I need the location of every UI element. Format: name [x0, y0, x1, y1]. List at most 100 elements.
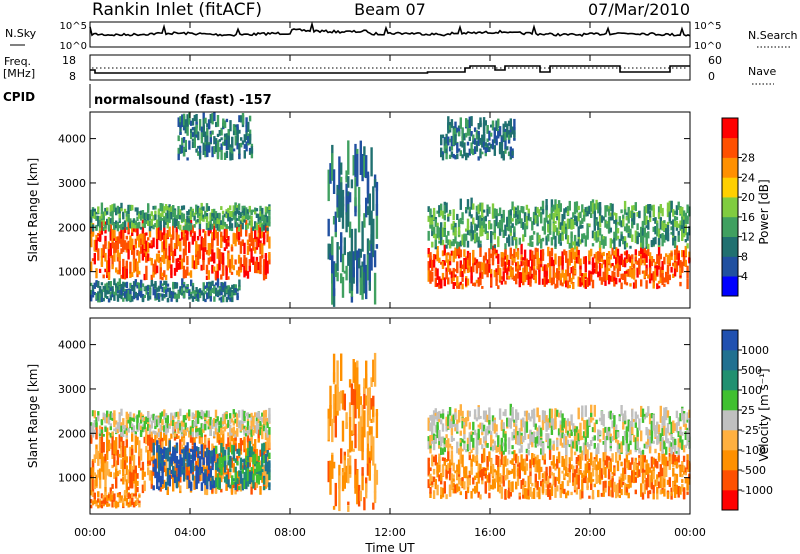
- data-cell: [211, 457, 214, 467]
- data-cell: [125, 293, 129, 299]
- data-cell: [561, 231, 564, 235]
- data-cell: [232, 467, 235, 473]
- data-cell: [550, 486, 554, 491]
- data-cell: [490, 466, 493, 474]
- data-cell: [602, 490, 605, 494]
- data-cell: [98, 476, 102, 489]
- data-cell: [122, 226, 125, 230]
- data-cell: [239, 420, 243, 429]
- data-cell: [157, 444, 161, 457]
- data-cell: [236, 205, 239, 211]
- data-cell: [229, 291, 232, 297]
- data-cell: [547, 263, 550, 268]
- data-cell: [457, 242, 461, 247]
- data-cell: [448, 212, 452, 216]
- data-cell: [204, 144, 207, 151]
- data-cell: [143, 273, 146, 281]
- data-cell: [507, 215, 511, 227]
- data-cell: [173, 432, 177, 437]
- data-cell: [166, 214, 169, 223]
- data-cell: [584, 463, 587, 473]
- data-cell: [255, 213, 259, 218]
- data-cell: [186, 266, 189, 276]
- data-cell: [227, 276, 230, 280]
- data-cell: [188, 464, 191, 471]
- data-cell: [200, 429, 203, 437]
- data-cell: [645, 280, 648, 287]
- data-cell: [472, 282, 475, 286]
- data-cell: [370, 210, 373, 245]
- data-cell: [245, 466, 248, 479]
- data-cell: [529, 459, 532, 469]
- data-cell: [536, 234, 539, 245]
- data-cell: [677, 258, 680, 266]
- data-cell: [491, 463, 495, 477]
- data-cell: [577, 474, 580, 481]
- data-cell: [148, 243, 152, 249]
- data-cell: [145, 240, 148, 254]
- data-cell: [445, 494, 448, 500]
- data-cell: [198, 427, 202, 436]
- data-cell: [161, 277, 164, 281]
- data-cell: [597, 258, 600, 264]
- data-cell: [482, 131, 486, 142]
- data-cell: [104, 487, 107, 495]
- data-cell: [202, 461, 205, 472]
- data-cell: [136, 282, 139, 288]
- data-cell: [102, 226, 105, 231]
- data-cell: [241, 264, 244, 267]
- data-cell: [90, 217, 93, 224]
- data-cell: [129, 221, 132, 229]
- data-cell: [236, 124, 239, 131]
- data-cell: [447, 213, 450, 217]
- data-cell: [515, 218, 518, 226]
- data-cell: [573, 215, 577, 222]
- data-cell: [193, 126, 196, 133]
- data-cell: [225, 471, 228, 476]
- data-cell: [481, 221, 484, 226]
- data-cell: [606, 255, 609, 263]
- data-cell: [336, 184, 339, 195]
- data-cell: [161, 255, 164, 263]
- data-cell: [473, 282, 477, 287]
- data-cell: [468, 263, 471, 273]
- data-cell: [122, 430, 125, 437]
- data-cell: [237, 254, 241, 264]
- data-cell: [120, 223, 123, 230]
- data-cell: [195, 219, 198, 223]
- data-cell: [677, 201, 680, 210]
- data-cell: [243, 266, 246, 278]
- data-cell: [440, 261, 443, 265]
- data-cell: [536, 251, 539, 259]
- data-cell: [182, 438, 186, 446]
- data-cell: [127, 297, 130, 301]
- data-cell: [597, 251, 600, 261]
- data-cell: [477, 221, 480, 228]
- data-cell: [661, 452, 664, 465]
- data-cell: [466, 126, 470, 136]
- data-cell: [218, 139, 221, 142]
- data-cell: [565, 455, 568, 467]
- data-cell: [565, 278, 568, 288]
- data-cell: [232, 124, 236, 131]
- data-cell: [348, 269, 352, 294]
- data-cell: [106, 410, 109, 417]
- data-cell: [643, 270, 646, 278]
- data-cell: [565, 257, 568, 263]
- data-cell: [506, 468, 509, 480]
- data-cell: [215, 290, 218, 297]
- data-cell: [450, 271, 454, 278]
- data-cell: [629, 245, 632, 249]
- data-cell: [673, 249, 677, 255]
- data-cell: [193, 480, 196, 490]
- data-cell: [131, 423, 134, 427]
- data-cell: [259, 470, 262, 476]
- data-cell: [656, 224, 659, 237]
- data-cell: [125, 211, 128, 217]
- data-cell: [543, 476, 546, 480]
- data-cell: [613, 265, 616, 271]
- data-cell: [190, 128, 193, 133]
- data-cell: [259, 421, 262, 427]
- data-cell: [584, 451, 587, 461]
